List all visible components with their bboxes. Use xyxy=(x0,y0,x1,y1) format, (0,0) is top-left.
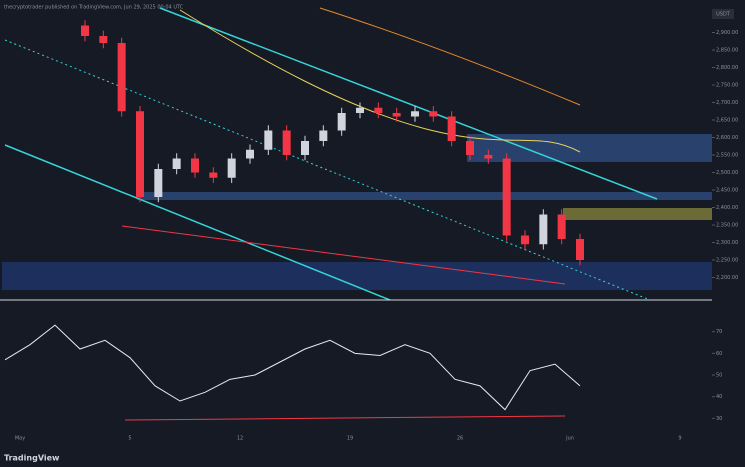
x-tick-label: 5 xyxy=(128,436,131,442)
footer: TradingView xyxy=(4,454,60,463)
rsi-tick-label: 60 xyxy=(716,351,722,357)
y-tick-label: 2,850.00 xyxy=(716,48,738,54)
candle-body xyxy=(99,36,108,43)
zone xyxy=(467,134,712,162)
y-tick-label: 2,400.00 xyxy=(716,205,738,211)
zone xyxy=(137,192,712,200)
candle-body xyxy=(154,169,163,197)
candle-body xyxy=(521,235,529,245)
y-tick-label: 2,450.00 xyxy=(716,188,738,194)
header: thecryptotrader published on TradingView… xyxy=(4,5,184,11)
trendline xyxy=(4,39,651,301)
candle-body xyxy=(319,130,328,141)
x-tick-label: 9 xyxy=(678,436,681,442)
x-tick-label: Jun xyxy=(565,436,574,442)
candle-body xyxy=(374,107,383,113)
y-tick-label: 2,650.00 xyxy=(716,118,738,124)
x-tick-label: 12 xyxy=(237,436,243,442)
y-tick-label: 2,600.00 xyxy=(716,135,738,141)
candle-body xyxy=(337,113,346,131)
zone xyxy=(563,208,712,220)
candle-body xyxy=(557,214,566,239)
symbol: USDT xyxy=(716,12,731,18)
trendline xyxy=(159,7,658,200)
candle-body xyxy=(246,149,254,159)
x-tick-label: 19 xyxy=(347,436,353,442)
candle-body xyxy=(466,141,474,155)
candle-body xyxy=(117,43,126,112)
y-tick-label: 2,200.00 xyxy=(716,275,738,281)
x-tick-label: 26 xyxy=(457,436,463,442)
candle-body xyxy=(576,239,584,260)
rsi-line xyxy=(4,324,581,411)
candle-body xyxy=(502,158,511,236)
divergence-line xyxy=(124,415,566,421)
candle-body xyxy=(209,172,218,178)
candle-body xyxy=(264,130,273,150)
candle-body xyxy=(227,158,236,178)
y-tick-label: 2,300.00 xyxy=(716,240,738,246)
divergence-line xyxy=(121,225,566,285)
rsi-tick-label: 30 xyxy=(716,416,722,422)
rsi-tick-label: 70 xyxy=(716,329,722,335)
y-tick-label: 2,750.00 xyxy=(716,83,738,89)
candle-body xyxy=(136,111,144,197)
y-tick-label: 2,700.00 xyxy=(716,100,738,106)
y-tick-label: 2,350.00 xyxy=(716,223,738,229)
rsi-tick-label: 50 xyxy=(716,373,722,379)
candle-body xyxy=(447,116,456,141)
zone xyxy=(2,262,712,290)
moving-average xyxy=(319,7,581,106)
candle-body xyxy=(484,155,493,159)
candle-body xyxy=(411,111,419,117)
candle-body xyxy=(172,158,181,169)
candle-body xyxy=(301,141,309,155)
x-tick-label: May xyxy=(15,436,25,442)
candle-body xyxy=(392,113,401,117)
y-tick-label: 2,900.00 xyxy=(716,30,738,36)
candle-body xyxy=(429,111,438,117)
y-tick-label: 2,800.00 xyxy=(716,65,738,71)
candle-body xyxy=(282,130,291,155)
y-tick-label: 2,500.00 xyxy=(716,170,738,176)
trendline xyxy=(4,144,391,301)
y-tick-label: 2,250.00 xyxy=(716,258,738,264)
symbol-box xyxy=(712,9,734,19)
moving-average xyxy=(179,9,581,153)
y-tick-label: 2,550.00 xyxy=(716,153,738,159)
rsi-tick-label: 40 xyxy=(716,394,722,400)
candle-body xyxy=(81,25,89,36)
candle-body xyxy=(191,158,199,173)
candle-body xyxy=(539,214,548,245)
candle-body xyxy=(356,107,364,113)
